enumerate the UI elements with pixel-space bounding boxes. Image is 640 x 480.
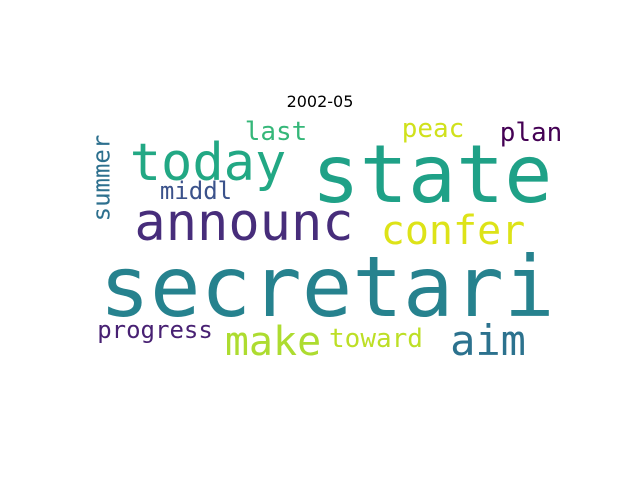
word-confer: confer xyxy=(381,208,526,254)
word-middl: middl xyxy=(160,177,232,205)
word-summer: summer xyxy=(87,135,115,222)
word-plan: plan xyxy=(500,118,563,148)
word-secretari: secretari xyxy=(99,238,554,336)
word-progress: progress xyxy=(97,316,213,344)
word-peac: peac xyxy=(402,114,465,144)
chart-title: 2002-05 xyxy=(286,92,354,111)
word-make: make xyxy=(225,319,321,365)
word-announc: announc xyxy=(134,193,353,253)
word-toward: toward xyxy=(329,324,423,354)
word-state: state xyxy=(312,128,553,221)
word-last: last xyxy=(245,117,308,147)
word-today: today xyxy=(130,133,287,193)
word-aim: aim xyxy=(450,316,526,365)
